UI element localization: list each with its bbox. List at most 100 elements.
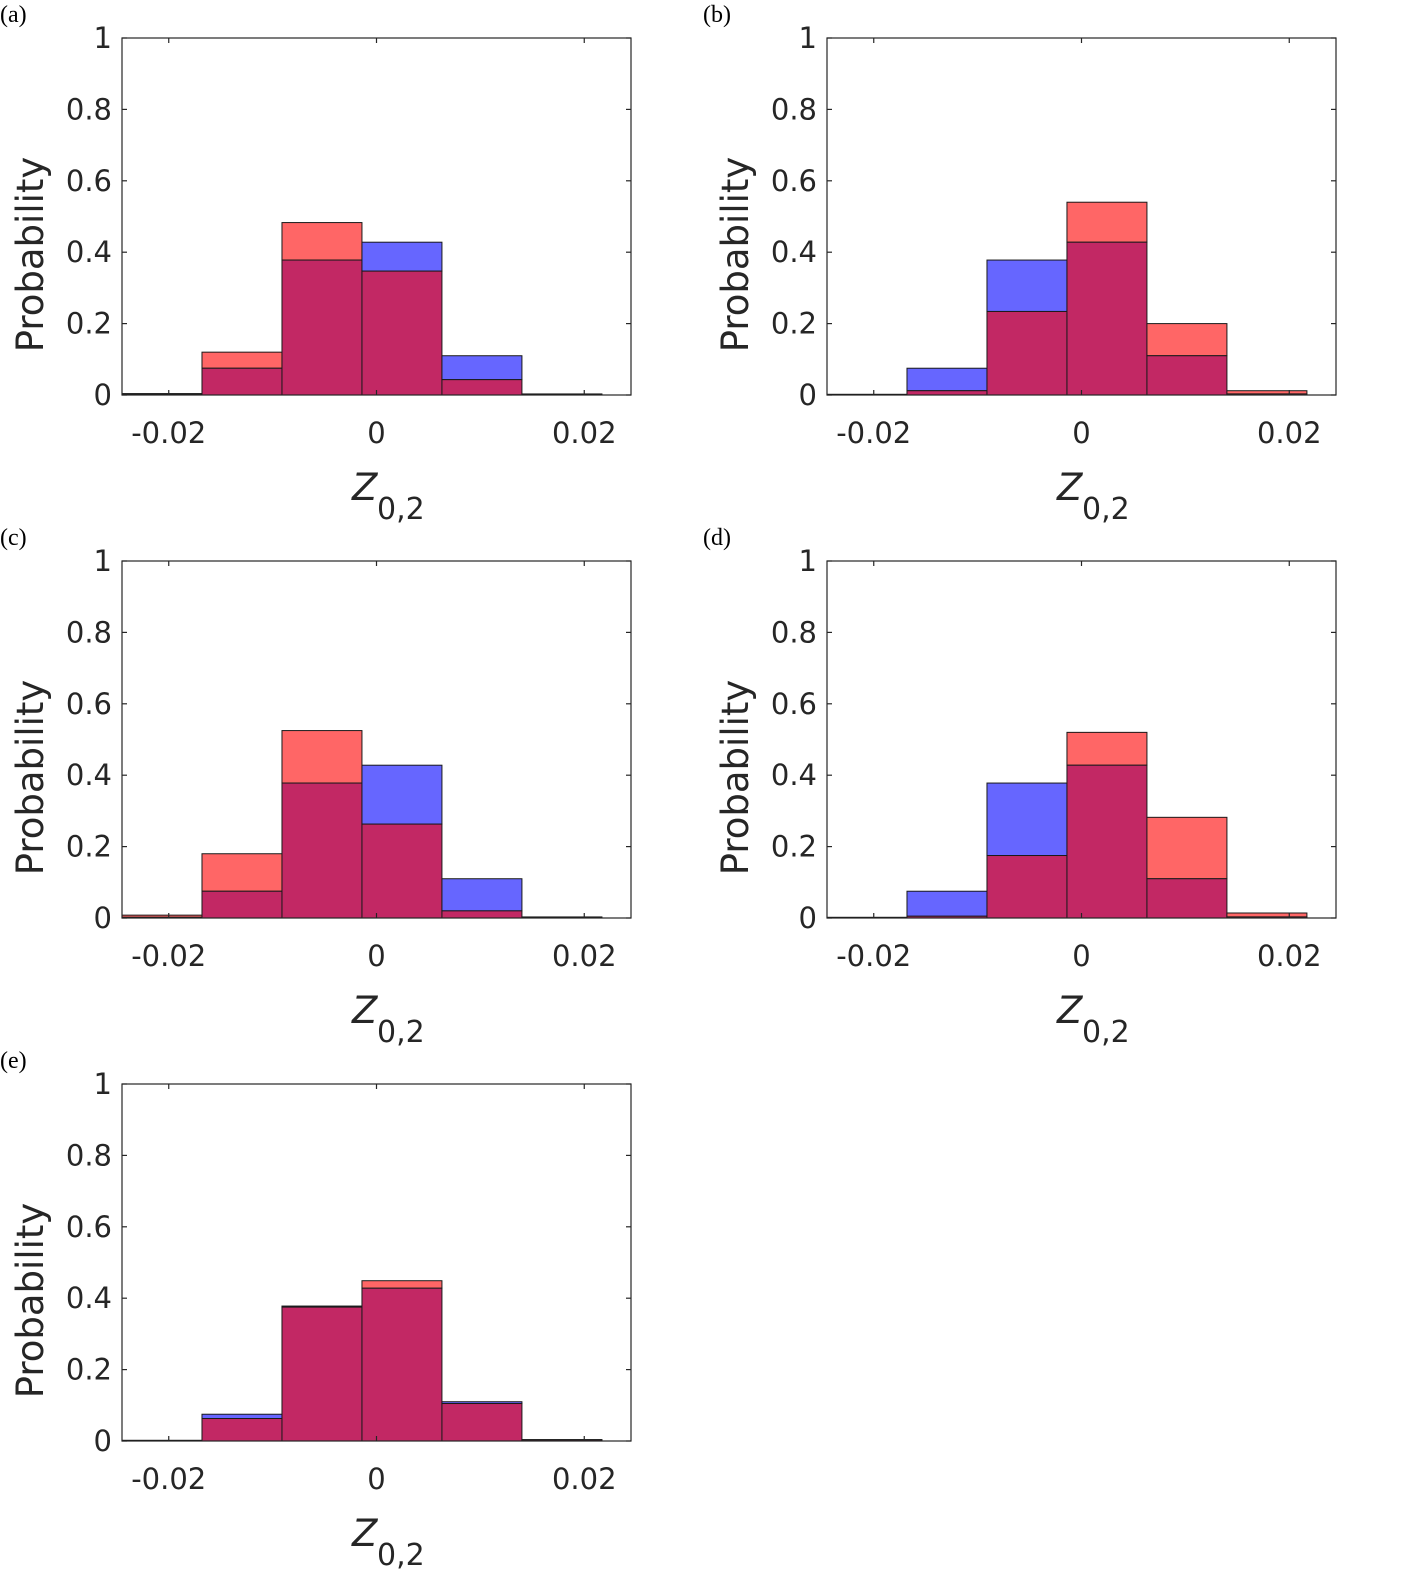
x-tick-label: 0 bbox=[367, 1462, 385, 1496]
x-tick-label: 0.02 bbox=[552, 939, 617, 973]
overlap-bar-5 bbox=[441, 910, 523, 919]
red-bar-excess-6 bbox=[1226, 912, 1308, 918]
y-axis-title: Probability bbox=[9, 680, 52, 876]
x-tick-label: -0.02 bbox=[836, 939, 911, 973]
y-axis-title: Probability bbox=[9, 157, 52, 353]
x-tick-label: -0.02 bbox=[131, 416, 206, 450]
blue-bar-excess-4 bbox=[361, 764, 443, 825]
overlap-bar-4 bbox=[361, 1287, 443, 1442]
y-tick-label: 0 bbox=[799, 378, 817, 412]
histogram-bars bbox=[121, 730, 603, 919]
y-axis-title: Probability bbox=[714, 157, 757, 353]
overlap-bar-3 bbox=[281, 259, 363, 396]
y-tick-label: 0.2 bbox=[66, 1353, 112, 1387]
y-tick-label: 0.4 bbox=[771, 235, 817, 269]
histogram-bars bbox=[826, 731, 1308, 919]
panel-label: (d) bbox=[703, 525, 731, 551]
blue-bar-excess-2 bbox=[906, 367, 988, 392]
y-tick-label: 0.4 bbox=[771, 758, 817, 792]
overlap-bar-4 bbox=[1066, 241, 1148, 396]
red-bar-excess-2 bbox=[201, 351, 283, 369]
panel-label: (e) bbox=[0, 1048, 27, 1074]
red-bar-excess-3 bbox=[281, 222, 363, 261]
y-tick-label: 0.8 bbox=[66, 92, 112, 126]
overlap-bar-4 bbox=[1066, 764, 1148, 919]
y-tick-label: 0.2 bbox=[771, 307, 817, 341]
red-bar-excess-4 bbox=[361, 1280, 443, 1289]
y-tick-label: 0 bbox=[94, 901, 112, 935]
y-tick-label: 1 bbox=[94, 21, 112, 55]
overlap-bar-4 bbox=[361, 270, 443, 396]
x-axis-title-main: Z bbox=[1056, 989, 1084, 1032]
y-tick-label: 0.8 bbox=[66, 615, 112, 649]
x-axis-title-main: Z bbox=[351, 1512, 379, 1555]
red-bar-excess-5 bbox=[1146, 323, 1228, 357]
y-tick-label: 0.8 bbox=[771, 92, 817, 126]
y-tick-label: 0.2 bbox=[771, 830, 817, 864]
blue-bar-excess-2 bbox=[201, 1413, 283, 1420]
blue-bar-excess-5 bbox=[441, 878, 523, 912]
chart-panel-c: (c) 0 0.2 0.4 0.6 0.8 1 -0.02 0 0.02 Probability Z0… bbox=[0, 525, 632, 1050]
y-tick-label: 1 bbox=[799, 544, 817, 578]
x-axis-title-subscript: 0,2 bbox=[377, 492, 425, 527]
x-tick-label: 0.02 bbox=[1257, 416, 1322, 450]
x-tick-label: 0.02 bbox=[552, 416, 617, 450]
overlap-bar-2 bbox=[201, 367, 283, 396]
y-tick-label: 0.6 bbox=[771, 164, 817, 198]
overlap-bar-5 bbox=[441, 1403, 523, 1442]
y-tick-label: 0.4 bbox=[66, 235, 112, 269]
red-bar-excess-5 bbox=[1146, 816, 1228, 880]
chart-panel-a: (a) 0 0.2 0.4 0.6 0.8 1 -0.02 0 0.02 Probability Z0… bbox=[0, 2, 632, 527]
y-tick-label: 0 bbox=[94, 378, 112, 412]
y-tick-label: 0.2 bbox=[66, 307, 112, 341]
red-bar-excess-2 bbox=[201, 853, 283, 892]
overlap-bar-5 bbox=[441, 379, 523, 396]
overlap-bar-3 bbox=[986, 855, 1068, 919]
x-axis-title-subscript: 0,2 bbox=[377, 1015, 425, 1050]
x-tick-label: 0 bbox=[367, 416, 385, 450]
blue-bar-excess-4 bbox=[361, 241, 443, 272]
panel-label: (b) bbox=[703, 2, 731, 28]
y-tick-label: 0.8 bbox=[771, 615, 817, 649]
x-tick-label: 0.02 bbox=[1257, 939, 1322, 973]
y-tick-label: 0 bbox=[799, 901, 817, 935]
red-bar-excess-4 bbox=[1066, 201, 1148, 243]
overlap-bar-2 bbox=[906, 390, 988, 396]
panel-label: (c) bbox=[0, 525, 27, 551]
chart-panel-b: (b) 0 0.2 0.4 0.6 0.8 1 -0.02 0 0.02 Probability Z0… bbox=[703, 2, 1337, 527]
overlap-bar-3 bbox=[281, 782, 363, 919]
x-tick-label: 0 bbox=[1072, 939, 1090, 973]
overlap-bar-4 bbox=[361, 823, 443, 919]
x-axis-title-main: Z bbox=[351, 989, 379, 1032]
overlap-bar-3 bbox=[281, 1306, 363, 1442]
y-tick-label: 0.2 bbox=[66, 830, 112, 864]
x-tick-label: -0.02 bbox=[131, 1462, 206, 1496]
blue-bar-excess-3 bbox=[986, 259, 1068, 312]
y-tick-label: 0.8 bbox=[66, 1138, 112, 1172]
y-tick-label: 0.4 bbox=[66, 758, 112, 792]
y-tick-label: 0.6 bbox=[771, 687, 817, 721]
y-tick-label: 0 bbox=[94, 1424, 112, 1458]
overlap-bar-3 bbox=[986, 310, 1068, 396]
panel-label: (a) bbox=[0, 2, 27, 28]
y-tick-label: 1 bbox=[94, 1067, 112, 1101]
overlap-bar-5 bbox=[1146, 878, 1228, 919]
x-tick-label: -0.02 bbox=[131, 939, 206, 973]
histogram-bars bbox=[826, 201, 1308, 396]
overlap-bar-2 bbox=[201, 1418, 283, 1442]
y-tick-label: 1 bbox=[799, 21, 817, 55]
y-axis-title: Probability bbox=[714, 680, 757, 876]
overlap-bar-5 bbox=[1146, 355, 1228, 396]
x-axis-title-main: Z bbox=[1056, 466, 1084, 509]
x-tick-label: 0.02 bbox=[552, 1462, 617, 1496]
x-tick-label: 0 bbox=[367, 939, 385, 973]
y-axis-title: Probability bbox=[9, 1203, 52, 1399]
histogram-bars bbox=[121, 1280, 603, 1442]
chart-panel-e: (e) 0 0.2 0.4 0.6 0.8 1 -0.02 0 0.02 Probability Z0… bbox=[0, 1048, 632, 1573]
x-axis-title-subscript: 0,2 bbox=[1082, 1015, 1130, 1050]
y-tick-label: 0.6 bbox=[66, 687, 112, 721]
y-tick-label: 0.6 bbox=[66, 164, 112, 198]
x-axis-title-subscript: 0,2 bbox=[377, 1538, 425, 1573]
chart-panel-d: (d) 0 0.2 0.4 0.6 0.8 1 -0.02 0 0.02 Probability Z0… bbox=[703, 525, 1337, 1050]
y-tick-label: 0.4 bbox=[66, 1281, 112, 1315]
